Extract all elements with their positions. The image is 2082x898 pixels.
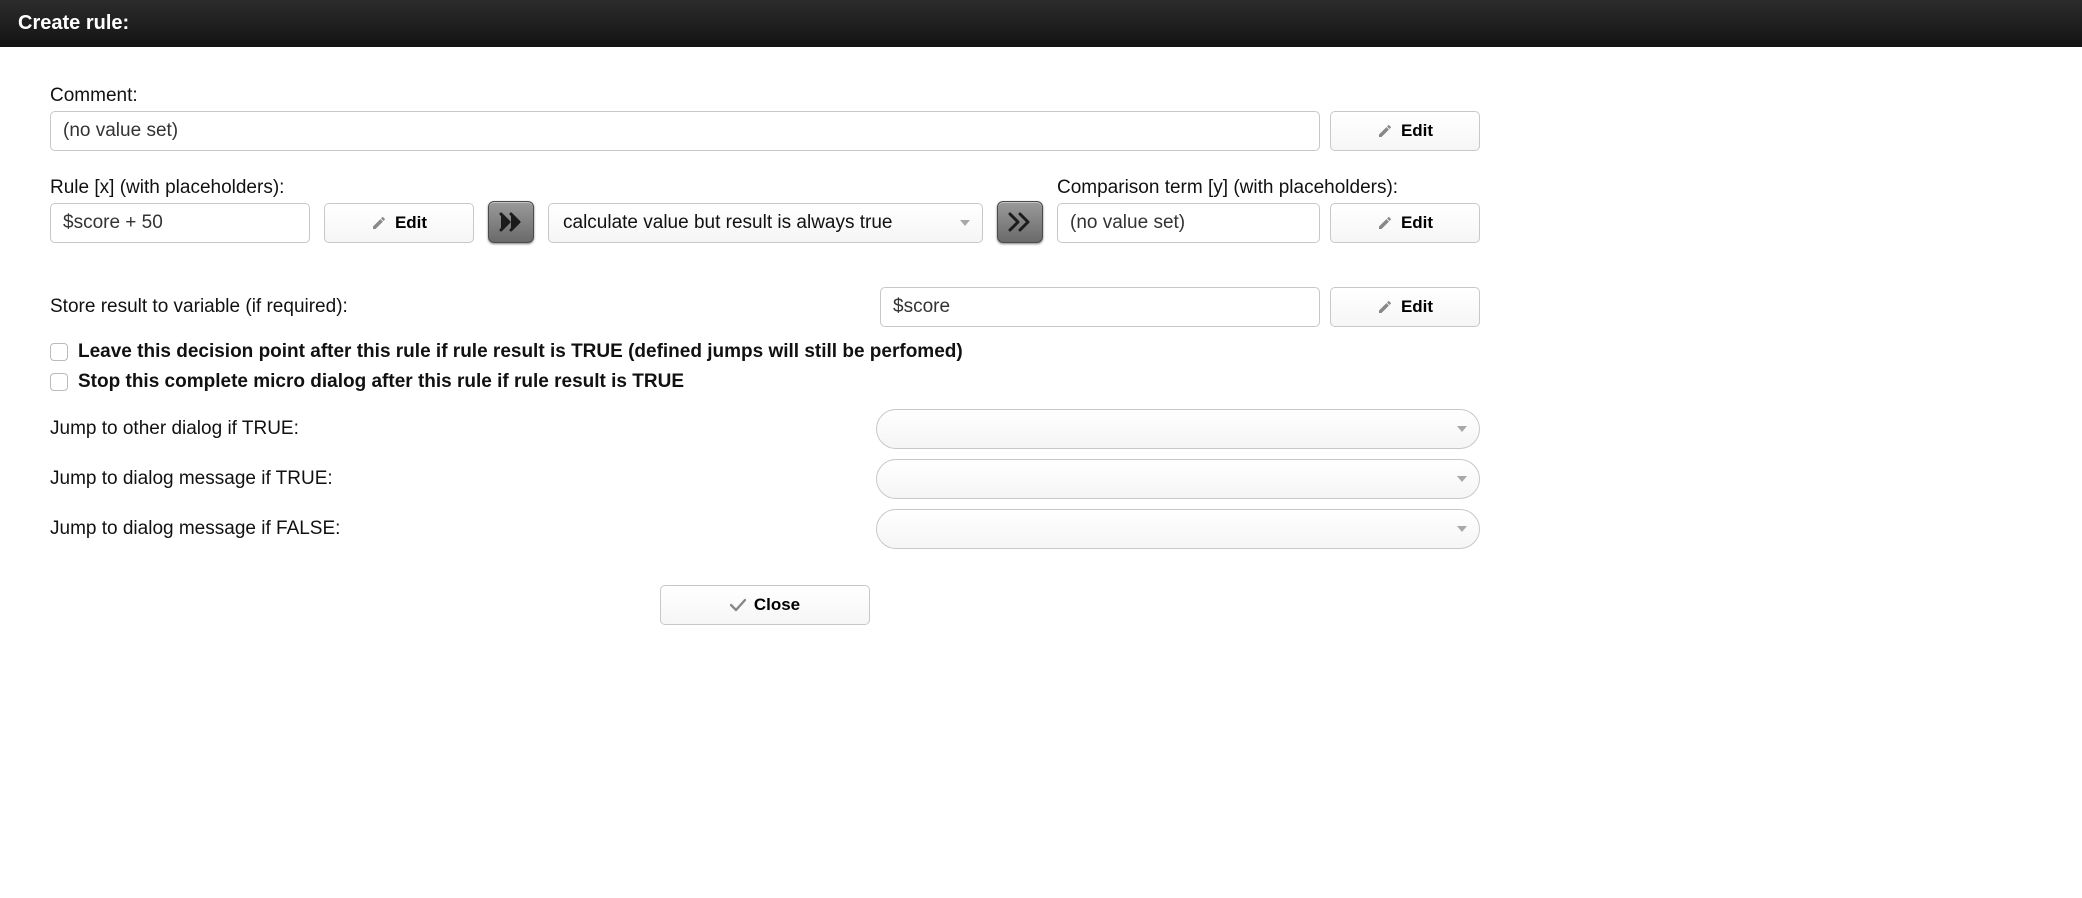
chevron-down-icon bbox=[960, 220, 970, 226]
rule-section: Rule [x] (with placeholders): $score + 5… bbox=[50, 177, 1480, 243]
jump-dialog-msg-false-label: Jump to dialog message if FALSE: bbox=[50, 518, 876, 540]
jump-other-dialog-true-select[interactable] bbox=[876, 409, 1480, 449]
store-edit-label: Edit bbox=[1401, 297, 1433, 317]
comment-label: Comment: bbox=[50, 85, 1480, 107]
comment-section: Comment: (no value set) Edit bbox=[50, 85, 1480, 151]
rule-y-edit-button[interactable]: Edit bbox=[1330, 203, 1480, 243]
dialog-title: Create rule: bbox=[18, 12, 129, 34]
store-value: $score bbox=[880, 287, 1320, 327]
pencil-icon bbox=[1377, 215, 1393, 231]
pencil-icon bbox=[1377, 123, 1393, 139]
jump-dialog-msg-true-label: Jump to dialog message if TRUE: bbox=[50, 468, 876, 490]
rule-x-edit-button[interactable]: Edit bbox=[324, 203, 474, 243]
close-label: Close bbox=[754, 595, 800, 615]
check-icon bbox=[730, 598, 746, 612]
comment-edit-label: Edit bbox=[1401, 121, 1433, 141]
leave-after-true-checkbox[interactable] bbox=[50, 343, 68, 361]
dialog-content: Comment: (no value set) Edit Rule [x] (w… bbox=[0, 47, 1530, 655]
pencil-icon bbox=[371, 215, 387, 231]
comment-value: (no value set) bbox=[50, 111, 1320, 151]
rule-x-value: $score + 50 bbox=[50, 203, 310, 243]
jump-other-dialog-true-label: Jump to other dialog if TRUE: bbox=[50, 418, 876, 440]
jump-dialog-msg-false-select[interactable] bbox=[876, 509, 1480, 549]
rule-x-label: Rule [x] (with placeholders): bbox=[50, 177, 310, 199]
chevron-down-icon bbox=[1457, 526, 1467, 532]
store-section: Store result to variable (if required): … bbox=[50, 287, 1480, 549]
stop-dialog-true-label: Stop this complete micro dialog after th… bbox=[78, 371, 684, 393]
dialog-header: Create rule: bbox=[0, 0, 2082, 47]
jump-dialog-msg-true-select[interactable] bbox=[876, 459, 1480, 499]
leave-after-true-label: Leave this decision point after this rul… bbox=[78, 341, 963, 363]
comment-edit-button[interactable]: Edit bbox=[1330, 111, 1480, 151]
chevron-right-icon bbox=[997, 201, 1043, 243]
rule-y-label: Comparison term [y] (with placeholders): bbox=[1057, 177, 1480, 199]
store-label: Store result to variable (if required): bbox=[50, 296, 880, 318]
rule-x-edit-label: Edit bbox=[395, 213, 427, 233]
pencil-icon bbox=[1377, 299, 1393, 315]
comparison-select[interactable]: calculate value but result is always tru… bbox=[548, 203, 983, 243]
chevron-down-icon bbox=[1457, 476, 1467, 482]
stop-dialog-true-checkbox[interactable] bbox=[50, 373, 68, 391]
chevron-right-icon bbox=[488, 201, 534, 243]
rule-y-edit-label: Edit bbox=[1401, 213, 1433, 233]
close-button[interactable]: Close bbox=[660, 585, 870, 625]
rule-y-value: (no value set) bbox=[1057, 203, 1320, 243]
store-edit-button[interactable]: Edit bbox=[1330, 287, 1480, 327]
chevron-down-icon bbox=[1457, 426, 1467, 432]
comparison-value: calculate value but result is always tru… bbox=[563, 212, 893, 234]
